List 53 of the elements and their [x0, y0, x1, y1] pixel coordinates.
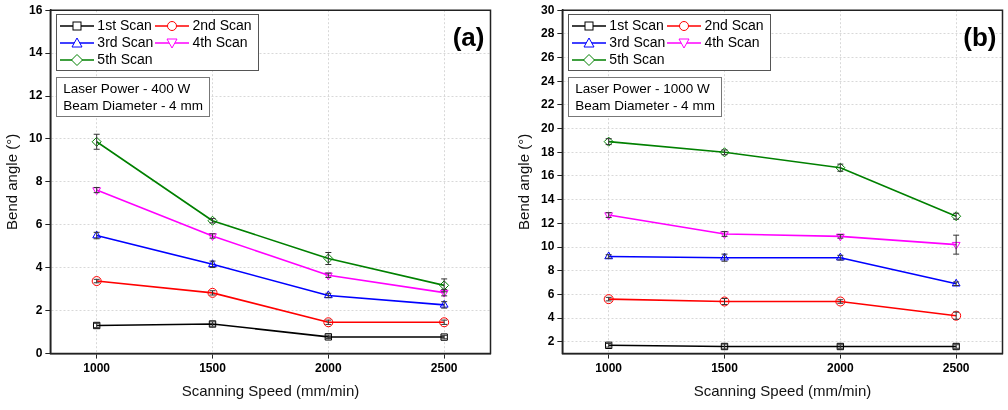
y-axis-title: Bend angle (°): [515, 133, 533, 230]
y-tick-label: 28: [540, 26, 555, 41]
legend-label: 5th Scan: [97, 51, 153, 69]
y-tick-label: 30: [540, 2, 555, 17]
x-axis-title: Scanning Speed (mm/min): [693, 382, 872, 400]
annotation: Beam Diameter - 4 mm: [63, 97, 203, 115]
x-tick-label: 2500: [942, 361, 970, 376]
y-tick-label: 16: [28, 2, 43, 17]
annotation: Laser Power - 400 W: [63, 80, 192, 98]
x-tick-label: 2000: [314, 361, 343, 376]
legend-label: 3rd Scan: [609, 34, 666, 52]
legend-label: 4th Scan: [704, 34, 760, 52]
y-tick-label: 12: [28, 88, 43, 103]
y-tick-label: 4: [35, 260, 43, 275]
x-tick-label: 1000: [83, 361, 111, 376]
y-tick-label: 22: [540, 97, 555, 112]
y-tick-label: 24: [540, 73, 555, 88]
legend-label: 3rd Scan: [97, 34, 154, 52]
y-tick-label: 4: [547, 310, 555, 325]
y-tick-label: 2: [35, 302, 43, 317]
legend-label: 2nd Scan: [704, 17, 764, 35]
y-tick-label: 12: [540, 215, 555, 230]
text: (a): [452, 22, 485, 54]
y-tick-label: 8: [547, 263, 555, 278]
y-tick-label: 26: [540, 49, 555, 64]
x-tick-label: 2500: [430, 361, 458, 376]
legend-label: 2nd Scan: [192, 17, 252, 35]
x-tick-label: 1500: [711, 361, 739, 376]
y-axis-title: Bend angle (°): [3, 133, 21, 230]
x-tick-label: 2000: [826, 361, 855, 376]
x-axis-title: Scanning Speed (mm/min): [181, 382, 360, 400]
y-tick-label: 18: [540, 144, 555, 159]
legend-label: 1st Scan: [609, 17, 664, 35]
y-tick-label: 2: [547, 334, 555, 349]
text: (b): [963, 22, 997, 54]
y-tick-label: 6: [35, 217, 43, 232]
y-tick-label: 10: [540, 239, 555, 254]
annotation: Beam Diameter - 4 mm: [575, 97, 715, 115]
legend-label: 5th Scan: [609, 51, 665, 69]
y-tick-label: 8: [35, 174, 43, 189]
y-tick-label: 14: [540, 191, 555, 206]
y-tick-label: 20: [540, 120, 555, 135]
y-tick-label: 14: [28, 45, 43, 60]
x-tick-label: 1500: [199, 361, 227, 376]
point: [951, 241, 961, 250]
y-tick-label: 10: [28, 131, 43, 146]
legend-label: 1st Scan: [97, 17, 152, 35]
annotation: Laser Power - 1000 W: [575, 80, 711, 98]
x-tick-label: 1000: [595, 361, 623, 376]
y-tick-label: 16: [540, 168, 555, 183]
y-tick-label: 0: [35, 345, 43, 360]
y-tick-label: 6: [547, 286, 555, 301]
legend-label: 4th Scan: [192, 34, 248, 52]
